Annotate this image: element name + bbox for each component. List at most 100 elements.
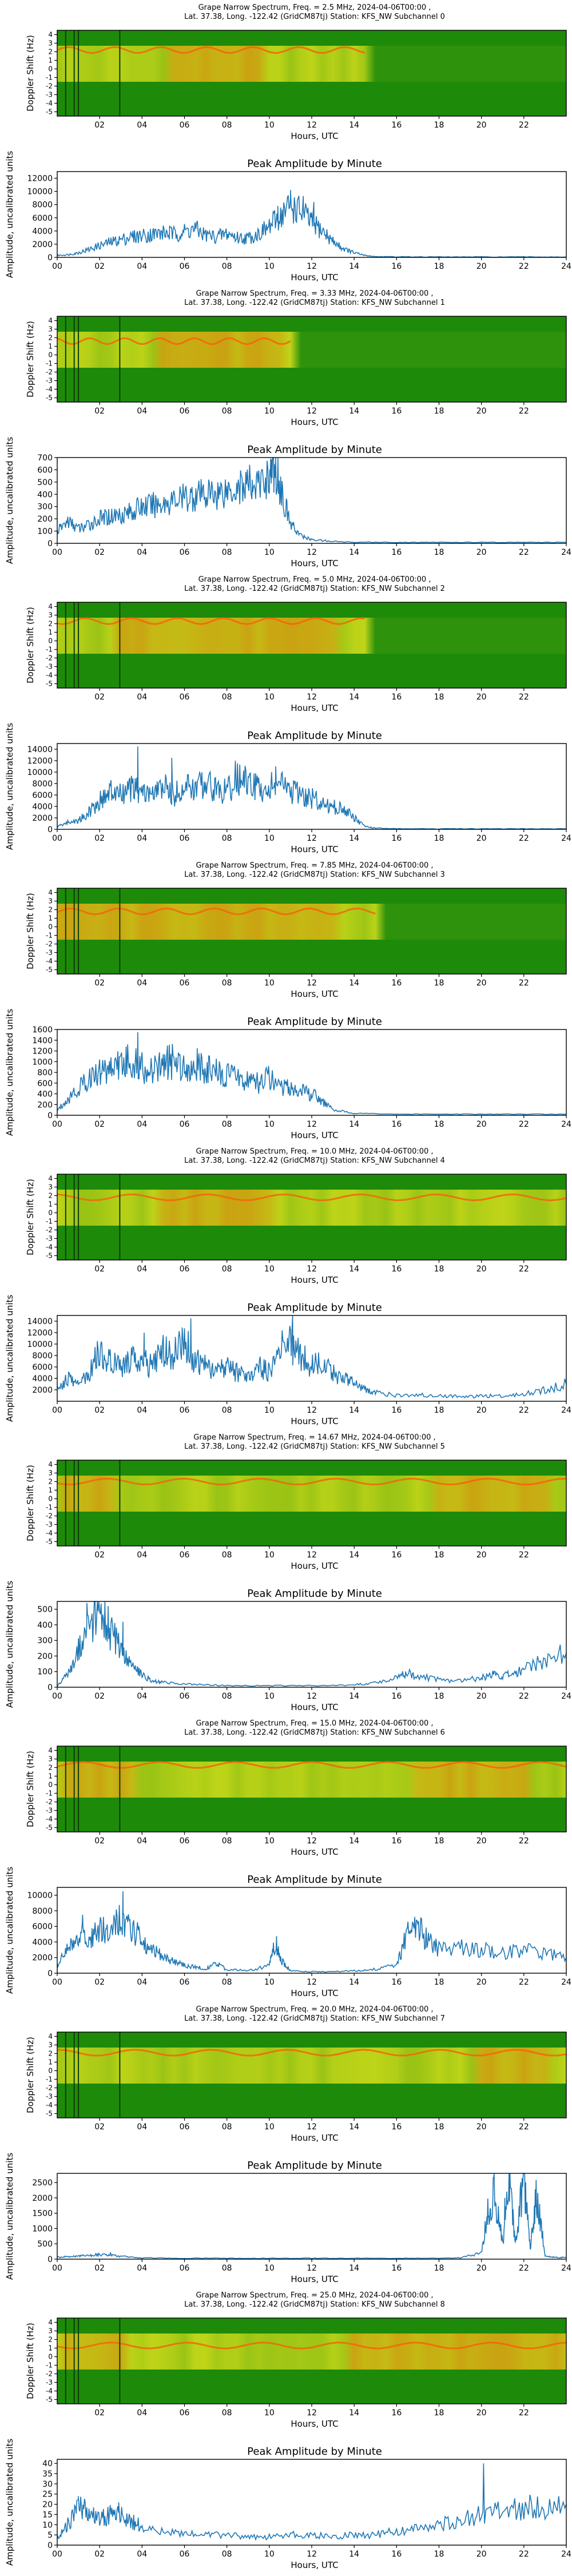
- amplitude-xlabel: Hours, UTC: [291, 2274, 338, 2284]
- x-tick-label: 18: [434, 121, 444, 130]
- x-tick-label: 20: [476, 1265, 487, 1274]
- x-tick-label: 06: [180, 834, 190, 843]
- x-tick-label: 24: [561, 1406, 571, 1415]
- y-tick-label: 6000: [32, 214, 53, 223]
- x-tick-label: 08: [222, 1120, 232, 1129]
- x-tick-label: 12: [307, 834, 317, 843]
- spectrogram-ylabel: Doppler Shift (Hz): [25, 321, 35, 397]
- amplitude-xlabel: Hours, UTC: [291, 1130, 338, 1140]
- spectrogram-ylabel: Doppler Shift (Hz): [25, 1179, 35, 1255]
- amplitude-ylabel: Amplitude, uncalibrated units: [5, 2153, 15, 2280]
- x-tick-label: 22: [519, 262, 529, 271]
- y-tick-label: -4: [46, 1529, 53, 1537]
- y-tick-label: 1: [48, 629, 53, 637]
- y-tick-label: 4: [48, 1175, 53, 1183]
- y-tick-label: 3: [48, 1755, 53, 1763]
- amplitude-title: Peak Amplitude by Minute: [247, 1588, 382, 1600]
- y-tick-label: 1000: [32, 2224, 53, 2233]
- y-tick-label: 4: [48, 317, 53, 325]
- x-tick-label: 04: [137, 2122, 147, 2132]
- x-tick-label: 16: [391, 2122, 402, 2132]
- x-tick-label: 12: [307, 1978, 317, 1987]
- x-tick-label: 02: [94, 1551, 105, 1560]
- amplitude-title: Peak Amplitude by Minute: [247, 2160, 382, 2172]
- x-tick-label: 18: [434, 2408, 444, 2418]
- y-tick-label: -5: [46, 108, 53, 116]
- amplitude-ylabel: Amplitude, uncalibrated units: [5, 151, 15, 279]
- x-tick-label: 14: [349, 979, 359, 988]
- x-tick-label: 06: [180, 1692, 190, 1701]
- x-tick-label: 04: [137, 407, 147, 416]
- x-tick-label: 10: [264, 2408, 275, 2418]
- y-tick-label: -1: [46, 2076, 53, 2084]
- amplitude-xlabel: Hours, UTC: [291, 558, 338, 569]
- amplitude-series-line: [57, 1315, 567, 1399]
- spectrogram-panel-1: Grape Narrow Spectrum, Freq. = 3.33 MHz,…: [25, 289, 567, 427]
- spectrogram-ylabel: Doppler Shift (Hz): [25, 1751, 35, 1827]
- amplitude-series-line: [57, 2463, 567, 2541]
- spectrogram-band: [57, 618, 566, 654]
- spectrogram-subtitle: Lat. 37.38, Long. -122.42 (GridCM87tj) S…: [184, 1156, 445, 1165]
- y-tick-label: -3: [46, 949, 53, 957]
- plot-area: [57, 1315, 566, 1401]
- x-tick-label: 16: [391, 693, 402, 702]
- x-tick-label: 22: [519, 1406, 529, 1415]
- y-tick-label: 300: [37, 1636, 53, 1645]
- x-tick-label: 18: [434, 1406, 444, 1415]
- amplitude-xlabel: Hours, UTC: [291, 2560, 338, 2570]
- y-tick-label: 500: [37, 2240, 53, 2249]
- x-tick-label: 12: [307, 407, 317, 416]
- y-tick-label: 2: [48, 48, 53, 56]
- x-tick-label: 02: [94, 2122, 105, 2132]
- x-tick-label: 14: [349, 1120, 359, 1129]
- x-tick-label: 04: [137, 2408, 147, 2418]
- x-tick-label: 06: [180, 2264, 190, 2273]
- spectrogram-xlabel: Hours, UTC: [291, 2133, 338, 2143]
- y-tick-label: 0: [48, 2353, 53, 2361]
- x-tick-label: 14: [349, 834, 359, 843]
- x-tick-label: 00: [52, 2264, 62, 2273]
- y-tick-label: 400: [37, 490, 53, 499]
- y-tick-label: 800: [37, 1068, 53, 1078]
- x-tick-label: 02: [94, 2550, 105, 2559]
- spectrogram-subtitle: Lat. 37.38, Long. -122.42 (GridCM87tj) S…: [184, 2300, 445, 2309]
- y-tick-label: 3: [48, 1469, 53, 1477]
- spectrogram-band: [57, 2048, 566, 2084]
- x-tick-label: 16: [391, 121, 402, 130]
- x-tick-label: 04: [137, 1978, 147, 1987]
- y-tick-label: 0: [47, 253, 53, 263]
- y-tick-label: 3: [48, 39, 53, 47]
- amplitude-xlabel: Hours, UTC: [291, 1702, 338, 1712]
- amplitude-series-line: [57, 746, 567, 830]
- y-tick-label: 3: [48, 897, 53, 905]
- y-tick-label: 0: [47, 1683, 53, 1692]
- x-tick-label: 14: [349, 1692, 359, 1701]
- amplitude-ylabel: Amplitude, uncalibrated units: [5, 1581, 15, 1708]
- x-tick-label: 10: [264, 979, 275, 988]
- y-tick-label: 10000: [27, 1891, 53, 1901]
- x-tick-label: 20: [476, 1551, 487, 1560]
- x-tick-label: 06: [180, 1836, 190, 1846]
- x-tick-label: 24: [561, 1692, 571, 1701]
- amplitude-xlabel: Hours, UTC: [291, 844, 338, 854]
- x-tick-label: 20: [476, 979, 487, 988]
- y-tick-label: 1: [48, 2344, 53, 2352]
- x-tick-label: 08: [222, 2408, 232, 2418]
- spectrogram-ylabel: Doppler Shift (Hz): [25, 607, 35, 683]
- y-tick-label: 8000: [32, 780, 53, 789]
- spectrogram-xlabel: Hours, UTC: [291, 417, 338, 427]
- x-tick-label: 22: [519, 1978, 529, 1987]
- x-tick-label: 08: [222, 1406, 232, 1415]
- x-tick-label: 16: [391, 979, 402, 988]
- y-tick-label: 0: [47, 1111, 53, 1120]
- x-tick-label: 24: [561, 1120, 571, 1129]
- y-tick-label: 1400: [32, 1036, 53, 1045]
- y-tick-label: 4: [48, 603, 53, 611]
- x-tick-label: 04: [137, 262, 147, 271]
- spectrogram-panel-2: Grape Narrow Spectrum, Freq. = 5.0 MHz, …: [25, 575, 567, 713]
- x-tick-label: 20: [476, 262, 487, 271]
- x-tick-label: 12: [307, 2550, 317, 2559]
- x-tick-label: 18: [434, 2550, 444, 2559]
- y-tick-label: 2: [48, 2336, 53, 2344]
